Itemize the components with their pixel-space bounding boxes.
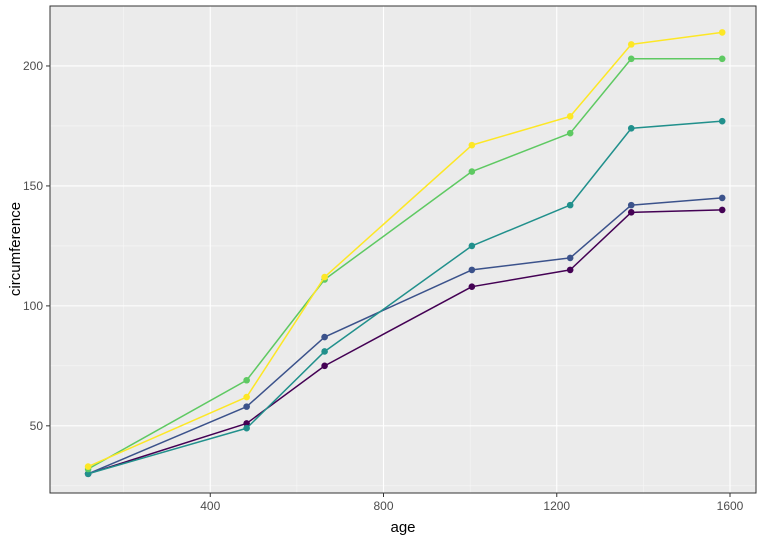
- series-layer: [84, 29, 726, 478]
- x-tick-label: 400: [200, 499, 220, 513]
- data-point: [321, 333, 328, 341]
- data-point: [321, 273, 328, 281]
- data-point: [468, 242, 476, 250]
- major-gridlines: [50, 6, 756, 493]
- data-point: [468, 141, 476, 149]
- x-tick-label: 800: [373, 499, 393, 513]
- data-point: [627, 201, 635, 209]
- data-point: [243, 393, 250, 401]
- series-3: [84, 117, 726, 478]
- data-point: [243, 376, 250, 384]
- data-point: [718, 29, 726, 36]
- x-tick-label: 1200: [543, 499, 570, 513]
- data-point: [468, 283, 476, 290]
- data-point: [321, 362, 328, 370]
- data-point: [627, 125, 635, 132]
- minor-gridlines: [50, 6, 756, 493]
- data-point: [243, 403, 250, 410]
- data-point: [627, 209, 635, 216]
- y-tick-label: 200: [23, 59, 43, 73]
- plot-panel: [50, 6, 756, 493]
- plot-border: [49, 5, 757, 494]
- y-axis-title: circumference: [7, 202, 24, 296]
- data-point: [243, 424, 250, 432]
- data-point: [718, 194, 726, 202]
- y-axis: 50 100 150 200: [23, 59, 50, 433]
- series-5: [84, 29, 726, 470]
- data-point: [566, 113, 574, 120]
- data-point: [718, 55, 726, 63]
- data-point: [627, 41, 635, 48]
- data-point: [718, 117, 726, 125]
- data-point: [566, 129, 574, 137]
- data-point: [321, 348, 328, 355]
- series-4: [84, 55, 726, 473]
- data-point: [243, 420, 250, 427]
- data-point: [627, 55, 635, 63]
- x-axis-title: age: [390, 519, 415, 536]
- y-tick-label: 50: [30, 419, 44, 433]
- data-point: [566, 266, 574, 274]
- data-point: [468, 266, 476, 274]
- data-point: [84, 470, 92, 478]
- data-point: [718, 206, 726, 214]
- x-axis: 400 800 1200 1600: [200, 493, 744, 513]
- data-point: [468, 168, 476, 175]
- data-point: [84, 463, 92, 470]
- x-tick-label: 1600: [717, 499, 744, 513]
- data-point: [566, 201, 574, 209]
- y-tick-label: 100: [23, 299, 43, 313]
- y-tick-label: 150: [23, 179, 43, 193]
- data-point: [566, 254, 574, 262]
